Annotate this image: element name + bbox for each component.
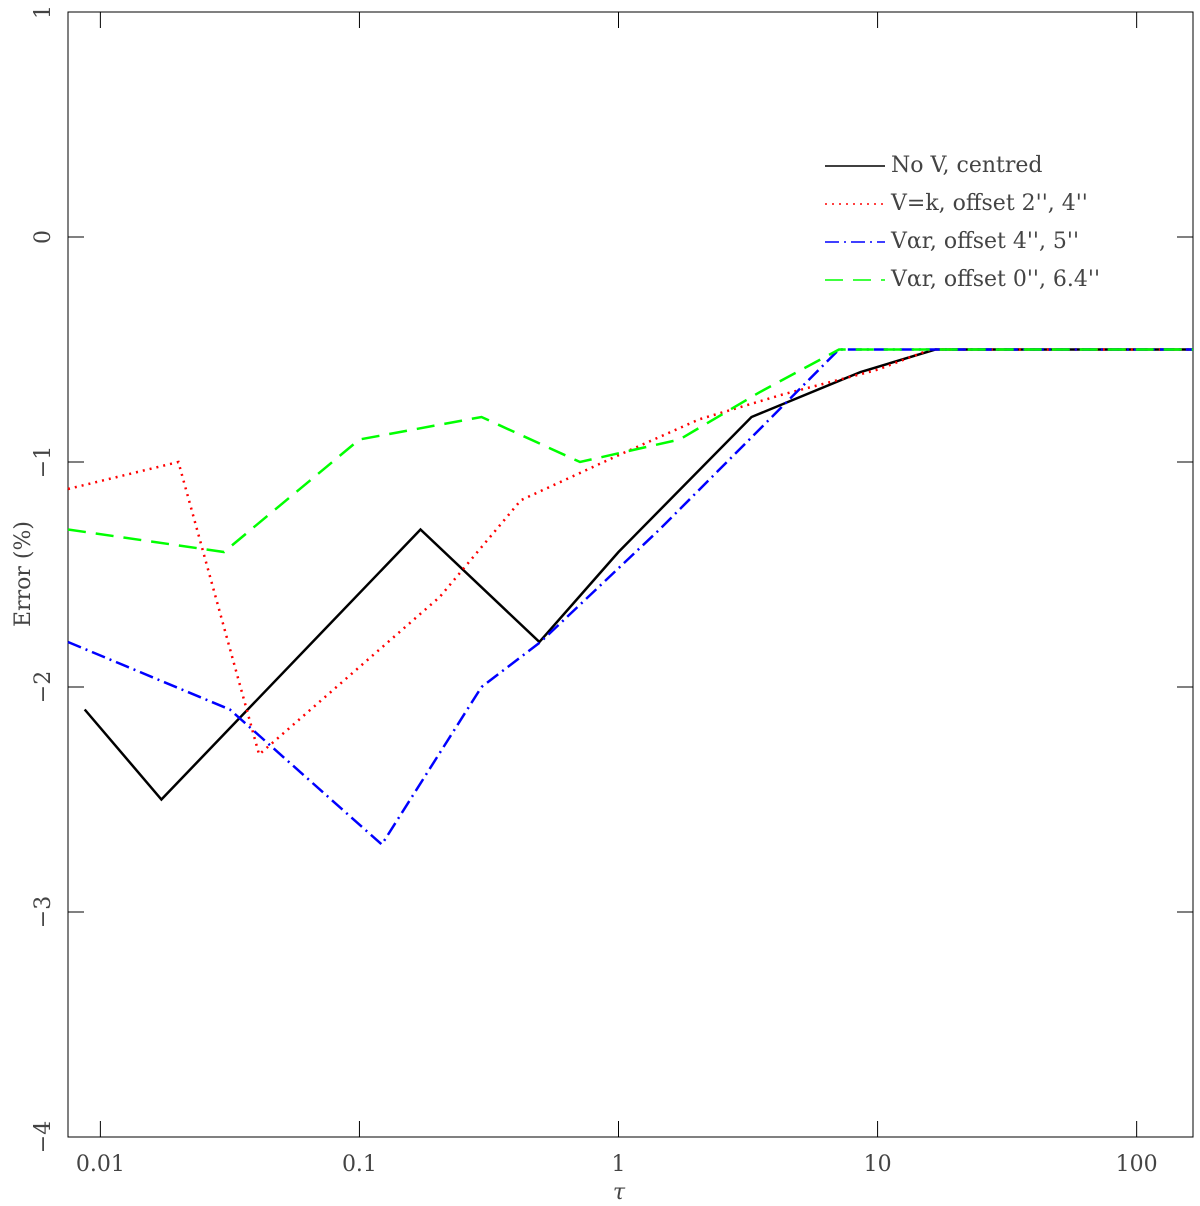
legend-label: Vαr, offset 4'', 5''	[890, 229, 1079, 254]
y-tick-label: 1	[31, 5, 56, 19]
y-tick-label: −2	[31, 671, 56, 703]
y-tick-label: −1	[31, 446, 56, 478]
x-tick-label: 1	[612, 1152, 626, 1177]
x-axis-label: τ	[613, 1180, 626, 1205]
y-tick-label: −4	[31, 1121, 56, 1153]
y-tick-label: 0	[31, 230, 56, 244]
legend-label: V=k, offset 2'', 4''	[890, 191, 1088, 216]
series-line	[67, 348, 1193, 757]
legend-label: Vαr, offset 0'', 6.4''	[890, 267, 1100, 292]
series-line	[67, 348, 1193, 847]
x-tick-label: 0.01	[76, 1152, 125, 1177]
y-axis-label: Error (%)	[11, 521, 36, 627]
legend-label: No V, centred	[891, 153, 1043, 178]
x-tick-label: 100	[1116, 1152, 1158, 1177]
x-tick-label: 0.1	[342, 1152, 377, 1177]
plot-frame	[67, 11, 1194, 1138]
series-line	[67, 348, 1193, 554]
y-tick-label: −3	[31, 896, 56, 928]
x-tick-label: 10	[864, 1152, 892, 1177]
series-line	[83, 348, 1193, 802]
